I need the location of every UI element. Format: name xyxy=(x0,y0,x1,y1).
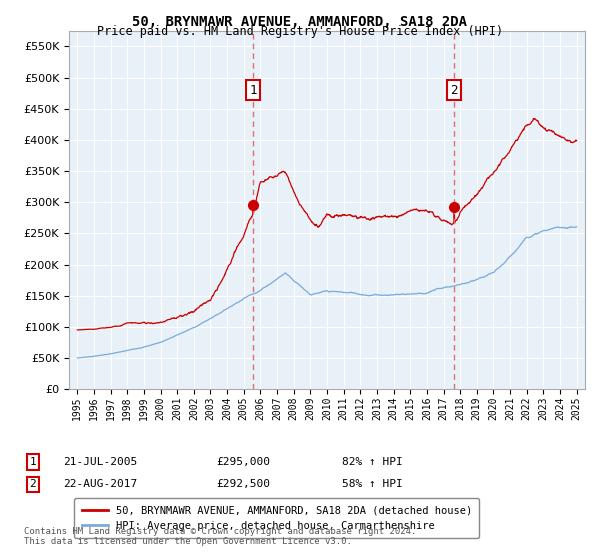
Text: £292,500: £292,500 xyxy=(216,479,270,489)
Text: 82% ↑ HPI: 82% ↑ HPI xyxy=(342,457,403,467)
Text: £295,000: £295,000 xyxy=(216,457,270,467)
Text: 21-JUL-2005: 21-JUL-2005 xyxy=(63,457,137,467)
Text: 1: 1 xyxy=(29,457,37,467)
Text: 58% ↑ HPI: 58% ↑ HPI xyxy=(342,479,403,489)
Text: Price paid vs. HM Land Registry's House Price Index (HPI): Price paid vs. HM Land Registry's House … xyxy=(97,25,503,38)
Text: 22-AUG-2017: 22-AUG-2017 xyxy=(63,479,137,489)
Text: 1: 1 xyxy=(249,83,257,96)
Text: 2: 2 xyxy=(451,83,458,96)
Text: Contains HM Land Registry data © Crown copyright and database right 2024.
This d: Contains HM Land Registry data © Crown c… xyxy=(24,526,416,546)
Text: 2: 2 xyxy=(29,479,37,489)
Text: 50, BRYNMAWR AVENUE, AMMANFORD, SA18 2DA: 50, BRYNMAWR AVENUE, AMMANFORD, SA18 2DA xyxy=(133,15,467,29)
Legend: 50, BRYNMAWR AVENUE, AMMANFORD, SA18 2DA (detached house), HPI: Average price, d: 50, BRYNMAWR AVENUE, AMMANFORD, SA18 2DA… xyxy=(74,498,479,538)
